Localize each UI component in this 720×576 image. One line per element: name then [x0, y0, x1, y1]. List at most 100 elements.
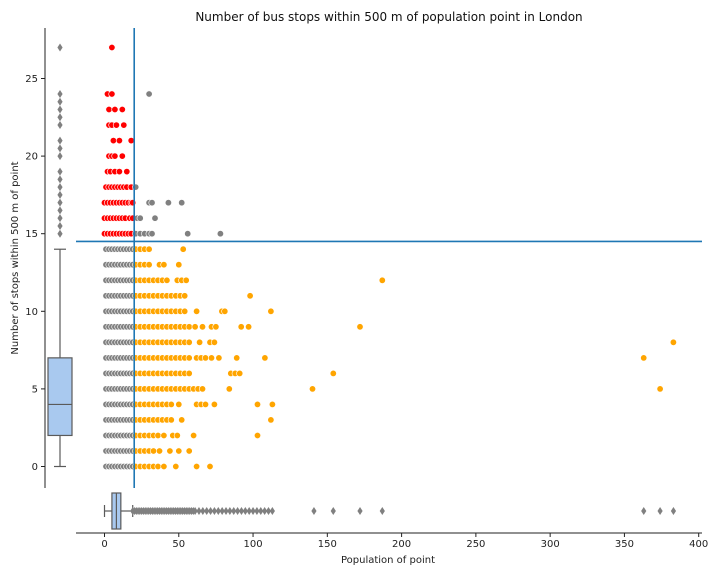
data-point-orange — [154, 431, 162, 439]
data-point-red — [115, 168, 123, 176]
data-point-red — [111, 106, 119, 114]
data-point-red — [111, 152, 119, 160]
data-point-orange — [179, 245, 187, 253]
data-point-orange — [193, 462, 201, 470]
data-point-gray — [136, 214, 144, 222]
data-point-orange — [185, 447, 193, 455]
x-box-outlier — [238, 507, 245, 515]
data-point-red — [108, 43, 116, 51]
data-point-orange — [206, 462, 214, 470]
x-box-outlier — [258, 507, 264, 515]
data-point-orange — [166, 447, 174, 455]
x-box-outlier — [246, 507, 252, 515]
data-point-gray — [148, 230, 156, 238]
data-point-red — [120, 121, 128, 129]
x-box-outlier — [641, 507, 647, 515]
data-point-orange — [202, 354, 210, 362]
data-point-orange — [268, 400, 276, 408]
data-point-red — [118, 106, 126, 114]
y-box-outlier — [57, 105, 63, 114]
y-box-outlier — [57, 43, 63, 52]
data-point-orange — [640, 354, 648, 362]
data-point-orange — [237, 323, 245, 331]
data-point-orange — [185, 338, 193, 346]
data-point-orange — [267, 416, 275, 424]
data-point-orange — [175, 447, 183, 455]
data-point-orange — [202, 400, 210, 408]
data-point-orange — [190, 431, 198, 439]
x-box-outlier — [231, 507, 237, 515]
x-box-outlier — [657, 507, 663, 515]
x-box-outlier — [200, 507, 206, 515]
data-point-gray — [184, 230, 192, 238]
data-point-gray — [145, 90, 153, 98]
y-boxplot — [47, 43, 73, 468]
data-point-orange — [212, 323, 220, 331]
x-box-outlier — [223, 507, 229, 515]
points-layer — [101, 43, 677, 470]
x-tick-label: 150 — [318, 539, 337, 550]
y-tick-label: 20 — [25, 152, 38, 163]
y-tick-label: 15 — [25, 229, 38, 240]
data-point-orange — [182, 276, 190, 284]
x-box-outlier — [262, 507, 268, 515]
y-box-outlier — [57, 121, 63, 130]
y-box-outlier — [57, 152, 63, 161]
x-box-outlier — [379, 507, 385, 515]
y-tick-label: 0 — [32, 462, 38, 473]
data-point-orange — [175, 261, 183, 269]
x-box-outlier — [215, 507, 221, 515]
y-tick-label: 25 — [25, 74, 38, 85]
data-point-orange — [246, 292, 254, 300]
data-point-red — [109, 137, 117, 145]
data-point-orange — [175, 400, 183, 408]
data-point-orange — [193, 307, 201, 315]
data-point-gray — [178, 199, 186, 207]
y-box-outlier — [57, 198, 63, 207]
x-box-outlier — [242, 507, 248, 515]
data-point-orange — [261, 354, 269, 362]
x-axis-title: Population of point — [341, 555, 435, 566]
data-point-orange — [191, 323, 199, 331]
data-point-orange — [233, 354, 241, 362]
x-box-outlier — [207, 507, 214, 515]
x-box-outlier — [219, 507, 225, 515]
data-point-orange — [215, 354, 223, 362]
x-box-outlier — [211, 507, 218, 515]
data-point-orange — [254, 400, 262, 408]
x-box-outlier — [254, 507, 260, 515]
x-box-outlier — [269, 507, 275, 515]
x-box-outlier — [357, 507, 363, 515]
y-box-outlier — [57, 214, 63, 223]
x-tick-label: 100 — [244, 539, 263, 550]
data-point-orange — [329, 369, 337, 377]
y-box-outlier — [57, 190, 63, 199]
data-point-orange — [150, 447, 158, 455]
data-point-gray — [151, 214, 159, 222]
y-box-outlier — [57, 175, 63, 184]
x-tick-label: 400 — [689, 539, 708, 550]
y-box-outlier — [57, 97, 63, 106]
x-tick-label: 0 — [101, 539, 107, 550]
data-point-red — [112, 121, 120, 129]
data-point-orange — [163, 276, 171, 284]
x-tick-label: 200 — [392, 539, 411, 550]
data-point-orange — [254, 431, 262, 439]
chart-title: Number of bus stops within 500 m of popu… — [195, 10, 582, 24]
data-point-orange — [167, 416, 175, 424]
data-point-orange — [199, 323, 207, 331]
data-point-red — [123, 168, 131, 176]
data-point-orange — [308, 385, 316, 393]
data-point-orange — [245, 323, 253, 331]
data-point-orange — [172, 462, 180, 470]
x-box-outlier — [196, 507, 202, 515]
data-point-orange — [160, 261, 168, 269]
x-tick-label: 250 — [466, 539, 485, 550]
data-point-orange — [181, 292, 189, 300]
x-box-outlier — [250, 507, 256, 515]
data-point-orange — [185, 323, 193, 331]
x-boxplot — [103, 492, 677, 530]
data-point-orange — [185, 369, 193, 377]
